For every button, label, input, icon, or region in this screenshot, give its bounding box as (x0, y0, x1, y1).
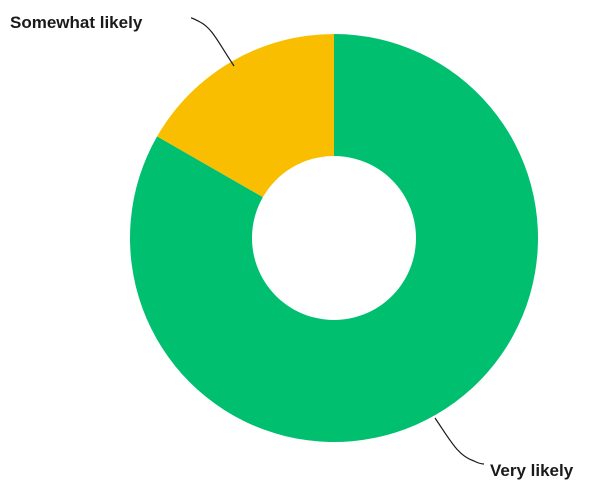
leader-line-somewhat-likely (190, 17, 235, 67)
slice-label-somewhat-likely: Somewhat likely (10, 13, 143, 32)
leader-line-very-likely (434, 417, 485, 465)
slice-label-very-likely: Very likely (490, 461, 574, 480)
labels-layer: Somewhat likely Very likely (10, 13, 574, 480)
slice-very-likely (130, 34, 538, 443)
slices-layer (130, 34, 538, 443)
slice-somewhat-likely (157, 34, 334, 198)
leaders-layer (190, 17, 485, 465)
